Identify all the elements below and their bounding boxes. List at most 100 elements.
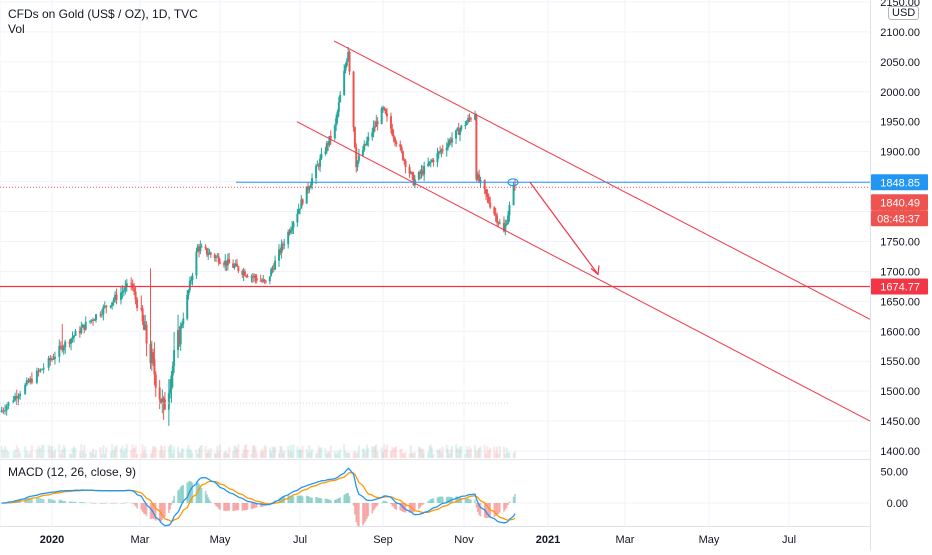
macd-histogram-bar: [355, 503, 358, 523]
macd-histogram-bar: [179, 486, 182, 503]
candle-body: [399, 144, 402, 148]
macd-histogram-bar: [191, 482, 194, 503]
volume-bar: [344, 451, 347, 458]
volume-bar: [361, 448, 364, 458]
candle-body: [371, 132, 374, 137]
candle-body: [292, 222, 295, 228]
volume-bar: [64, 447, 67, 458]
macd-histogram-bar: [99, 503, 102, 504]
candle-body: [73, 335, 75, 338]
candle-body: [372, 126, 375, 133]
candle-body: [468, 118, 471, 120]
volume-bar: [93, 453, 96, 458]
candle-body: [445, 147, 448, 151]
candle-body: [347, 52, 350, 61]
volume-bar: [504, 453, 507, 458]
macd-histogram-bar: [412, 503, 415, 513]
macd-histogram-bar: [496, 503, 498, 516]
volume-bar: [81, 451, 84, 458]
macd-histogram-bar: [237, 503, 240, 511]
candle-body: [152, 352, 155, 360]
macd-histogram-bar: [420, 503, 423, 506]
candle-body: [205, 248, 208, 255]
price-label-box: [871, 278, 928, 295]
macd-label: MACD (12, 26, close, 9): [8, 465, 137, 479]
macd-histogram-bar: [363, 503, 366, 524]
macd-histogram-bar: [244, 503, 246, 511]
volume-bar: [432, 453, 435, 458]
macd-histogram-bar: [154, 503, 157, 521]
macd-histogram-bar: [311, 497, 313, 503]
volume-bar: [512, 452, 515, 458]
macd-histogram-bar: [181, 485, 183, 503]
candle-body: [264, 280, 267, 282]
candle-body: [198, 246, 201, 252]
candle-body: [497, 222, 500, 224]
macd-histogram-bar: [279, 497, 282, 503]
axis-layer: 2150.00 2100.00 2050.00 2000.00 1950.00 1900.…: [40, 0, 928, 546]
macd-histogram-bar: [507, 503, 509, 505]
candle-body: [432, 160, 435, 163]
volume-bar: [173, 446, 176, 458]
macd-histogram-bar: [497, 503, 500, 515]
channel-upper-line: [333, 40, 871, 320]
macd-histogram-bar: [348, 496, 351, 503]
candle-body: [447, 143, 450, 148]
candle-body: [476, 174, 479, 180]
volume-bar: [216, 445, 219, 458]
volume-bar: [505, 447, 508, 458]
volume-bar: [429, 444, 432, 458]
candle-body: [59, 345, 62, 347]
volume-bar: [455, 444, 458, 458]
macd-histogram-bar: [42, 499, 45, 503]
macd-histogram-bar: [505, 503, 508, 508]
candle-body: [289, 229, 292, 233]
candle-body: [217, 256, 220, 263]
volume-bar: [423, 452, 426, 458]
candle-body: [457, 128, 460, 135]
candle-body: [170, 375, 173, 390]
candle-body: [317, 165, 320, 167]
volume-bar: [115, 444, 118, 458]
volume-bar: [233, 445, 236, 458]
volume-bar: [457, 449, 460, 458]
candle-body: [141, 308, 144, 322]
candle-body: [133, 288, 136, 292]
candle-body: [348, 52, 351, 72]
volume-layer: [0, 444, 516, 458]
volume-bar: [409, 445, 412, 458]
macd-histogram-bar: [448, 496, 451, 503]
volume-bar: [242, 449, 245, 458]
candle-body: [242, 271, 245, 275]
candle-body: [333, 125, 336, 139]
macd-histogram-bar: [399, 503, 402, 511]
candle-body: [308, 187, 311, 190]
macd-histogram-bar: [254, 503, 257, 508]
volume-bar: [384, 449, 387, 458]
macd-histogram-bar: [241, 503, 244, 511]
macd-histogram-bar: [105, 503, 108, 504]
candle-body: [191, 275, 194, 280]
candle-body: [125, 283, 128, 287]
candle-body: [140, 308, 143, 310]
candle-body: [177, 330, 180, 351]
macd-histogram-bar: [73, 501, 75, 503]
candle-body: [300, 199, 303, 209]
volume-bar: [154, 447, 157, 458]
volume-bar: [419, 447, 422, 458]
volume-bar: [159, 445, 162, 458]
volume-bar: [309, 451, 312, 458]
volume-bar: [439, 448, 442, 458]
macd-histogram-bar: [503, 503, 505, 512]
macd-histogram-bar: [460, 497, 463, 503]
macd-histogram-bar: [358, 503, 360, 527]
candle-body: [299, 208, 301, 210]
volume-bar: [502, 446, 505, 458]
volume-bar: [255, 452, 258, 458]
currency-button[interactable]: USD: [888, 6, 920, 20]
volume-bar: [507, 452, 510, 458]
volume-bar: [232, 451, 235, 458]
candle-body: [39, 369, 42, 372]
volume-bar: [420, 449, 423, 458]
